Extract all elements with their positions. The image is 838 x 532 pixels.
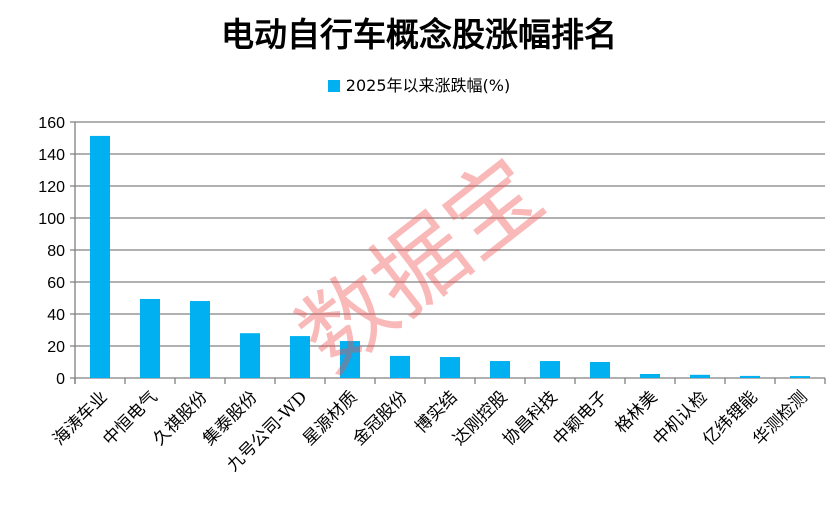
y-tick-label: 40 <box>47 307 65 324</box>
x-tick-label: 中恒电气 <box>99 387 161 449</box>
bar <box>240 333 260 378</box>
y-tick-label: 0 <box>56 371 65 388</box>
bar <box>540 361 560 378</box>
x-tick-label: 协昌科技 <box>499 387 561 449</box>
y-tick-label: 80 <box>47 243 65 260</box>
y-tick-label: 160 <box>38 115 65 132</box>
bar <box>140 298 160 378</box>
x-tick-label: 中机认检 <box>649 387 711 449</box>
chart-title: 电动自行车概念股涨幅排名 <box>221 15 617 54</box>
legend-swatch <box>327 80 340 92</box>
legend-label: 2025年以来涨跌幅(%) <box>345 76 511 95</box>
watermark: 数据宝 <box>279 138 562 392</box>
x-tick-label: 亿纬锂能 <box>699 387 761 449</box>
bar <box>390 355 410 378</box>
bar <box>790 376 810 378</box>
bar <box>690 374 710 378</box>
y-tick-label: 60 <box>47 275 65 292</box>
bar <box>740 375 760 378</box>
bar <box>340 341 360 378</box>
y-tick-label: 120 <box>38 179 65 196</box>
legend: 2025年以来涨跌幅(%) <box>0 72 838 96</box>
bar <box>640 374 660 378</box>
bar <box>440 357 460 378</box>
x-tick-label: 中颖电子 <box>549 387 611 449</box>
x-tick-label: 华测检测 <box>749 387 811 449</box>
y-tick-label: 100 <box>38 211 65 228</box>
bar <box>590 362 610 378</box>
y-tick-label: 140 <box>38 147 65 164</box>
x-tick-label: 金冠股份 <box>349 387 411 449</box>
x-tick-label: 久祺股份 <box>149 387 211 449</box>
x-tick-label: 星源材质 <box>299 387 361 449</box>
y-tick-label: 20 <box>47 339 65 356</box>
x-tick-label: 海涛车业 <box>49 387 111 449</box>
bar <box>290 336 310 378</box>
bar <box>490 361 510 378</box>
bar <box>90 135 110 378</box>
x-tick-label: 达刚控股 <box>449 387 511 449</box>
bar <box>190 301 210 378</box>
